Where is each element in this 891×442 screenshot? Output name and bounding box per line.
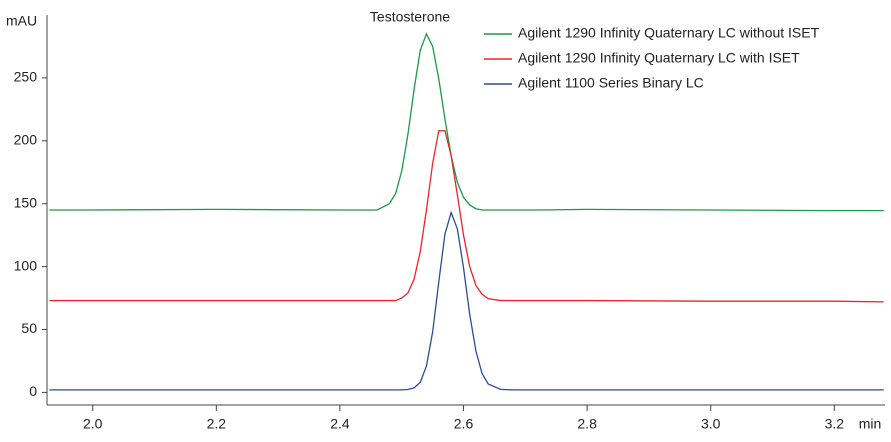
series-line xyxy=(49,210,884,391)
x-axis-label: min xyxy=(859,416,882,432)
x-tick-label: 2.8 xyxy=(577,416,597,432)
x-tick-label: 2.6 xyxy=(454,416,474,432)
x-tick-label: 2.2 xyxy=(207,416,227,432)
annotation: Testosterone xyxy=(370,9,450,25)
legend-label: Agilent 1100 Series Binary LC xyxy=(518,75,704,91)
y-tick-label: 50 xyxy=(21,320,37,336)
series-line xyxy=(49,32,884,212)
y-tick-label: 200 xyxy=(14,132,38,148)
y-tick-label: 250 xyxy=(14,69,38,85)
legend-label: Agilent 1290 Infinity Quaternary LC with… xyxy=(518,50,800,66)
x-tick-label: 2.0 xyxy=(83,416,103,432)
x-tick-label: 3.0 xyxy=(701,416,721,432)
x-tick-label: 3.2 xyxy=(825,416,845,432)
x-tick-label: 2.4 xyxy=(330,416,350,432)
y-tick-label: 150 xyxy=(14,194,38,210)
series-line xyxy=(49,130,884,303)
y-tick-label: 0 xyxy=(29,383,37,399)
legend-label: Agilent 1290 Infinity Quaternary LC with… xyxy=(518,25,820,41)
y-tick-label: 100 xyxy=(14,257,38,273)
y-axis-label: mAU xyxy=(6,13,37,29)
